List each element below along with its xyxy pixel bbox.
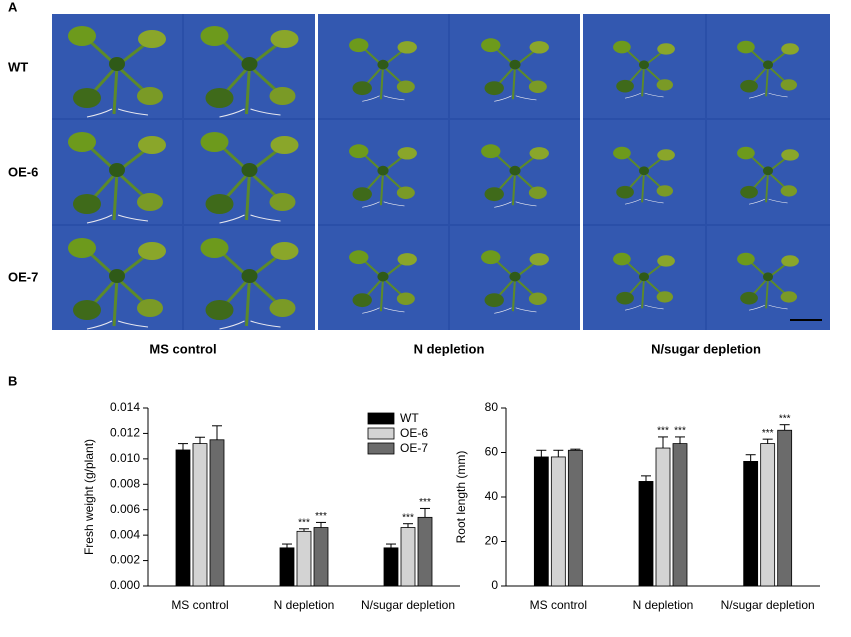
x-tick-label: N/sugar depletion (361, 598, 455, 612)
significance-label: *** (298, 517, 310, 528)
y-tick-label: 20 (485, 534, 499, 548)
bar (209, 439, 225, 587)
y-axis-title: Fresh weight (g/plant) (82, 439, 96, 555)
x-tick-label: MS control (171, 598, 228, 612)
significance-label: *** (402, 512, 414, 523)
y-tick-label: 0.012 (110, 426, 140, 440)
photo-grid (52, 14, 830, 330)
legend-swatch (367, 427, 395, 440)
significance-label: *** (315, 511, 327, 522)
bar (533, 456, 549, 587)
y-tick-label: 0.014 (110, 400, 140, 414)
y-tick-label: 40 (485, 489, 499, 503)
bar (175, 449, 191, 587)
y-axis-title: Root length (mm) (454, 451, 468, 544)
bar (383, 547, 399, 587)
x-tick-label: N depletion (274, 598, 335, 612)
legend-label: OE-7 (400, 441, 428, 455)
bar (760, 443, 776, 587)
y-tick-label: 0.004 (110, 527, 140, 541)
legend-swatch (367, 412, 395, 425)
column-label: N depletion (414, 341, 485, 356)
bar (638, 481, 654, 587)
y-tick-label: 60 (485, 445, 499, 459)
bar (279, 547, 295, 587)
legend-swatch (367, 442, 395, 455)
legend-label: OE-6 (400, 426, 428, 440)
bar (417, 516, 433, 587)
bar (567, 449, 583, 587)
panel-label: A (8, 0, 18, 14)
column-label: MS control (149, 341, 216, 356)
y-tick-label: 0.006 (110, 502, 140, 516)
significance-label: *** (674, 426, 686, 437)
row-label: WT (8, 59, 28, 74)
x-tick-label: MS control (530, 598, 587, 612)
bar (192, 443, 208, 587)
bar (400, 527, 416, 587)
y-tick-label: 0.010 (110, 451, 140, 465)
y-tick-label: 0.000 (110, 578, 140, 592)
row-label: OE-7 (8, 269, 38, 284)
panel-label: B (8, 373, 17, 388)
y-tick-label: 0.008 (110, 476, 140, 490)
bar (777, 429, 793, 587)
bar (550, 456, 566, 587)
y-tick-label: 0 (491, 578, 498, 592)
significance-label: *** (779, 413, 791, 424)
x-tick-label: N depletion (633, 598, 694, 612)
significance-label: *** (762, 428, 774, 439)
significance-label: *** (419, 497, 431, 508)
bar (296, 530, 312, 587)
legend-label: WT (400, 411, 419, 425)
column-label: N/sugar depletion (651, 341, 761, 356)
bar (313, 527, 329, 587)
y-tick-label: 0.002 (110, 553, 140, 567)
y-tick-label: 80 (485, 400, 499, 414)
bar (672, 443, 688, 587)
bar (743, 460, 759, 587)
row-label: OE-6 (8, 164, 38, 179)
x-tick-label: N/sugar depletion (721, 598, 815, 612)
significance-label: *** (657, 426, 669, 437)
bar (655, 447, 671, 587)
